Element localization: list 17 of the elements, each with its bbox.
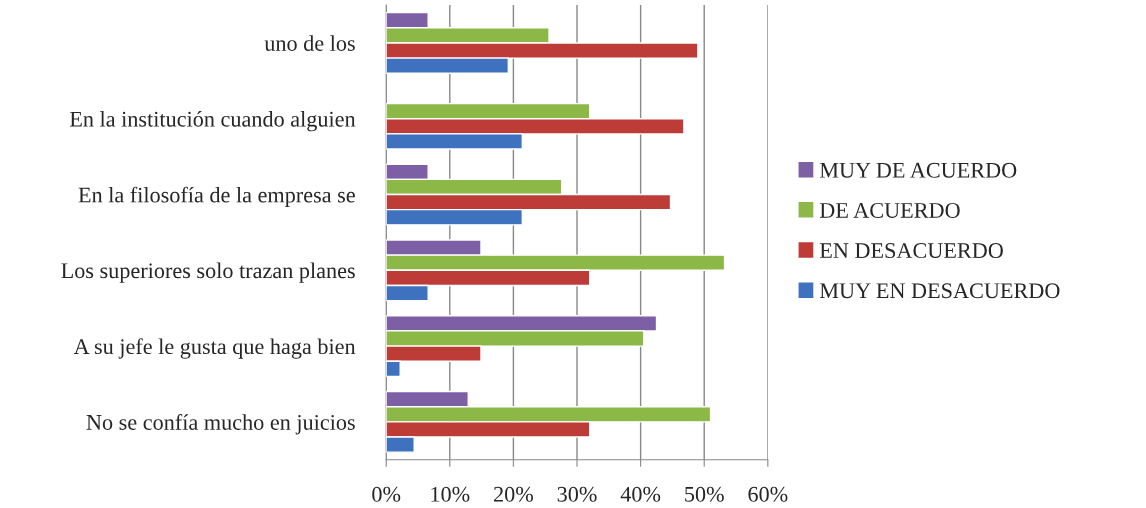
y-tick-label: En la filosofía de la empresa se [78,186,355,208]
x-tick-label: 10% [431,486,470,502]
y-tick-label: A su jefe le gusta que haga bien [73,338,356,359]
y-tick-label: uno de los [264,35,355,51]
y-tick-label: No se confía mucho en juicios [86,414,355,435]
legend-label: DE ACUERDO [819,202,960,218]
legend-label: EN DESACUERDO [819,243,1003,259]
legend-label: MUY DE ACUERDO [819,162,1017,178]
x-tick-label: 50% [685,486,724,502]
x-tick-label: 40% [620,486,661,502]
y-tick-label: En la institución cuando alguien [69,111,356,132]
x-tick-label: 60% [748,486,788,502]
x-tick-label: 0% [372,486,401,502]
legend-label: MUY EN DESACUERDO [819,283,1060,299]
x-tick-label: 30% [557,486,597,502]
y-tick-label: Los superiores solo trazan planes [61,262,355,283]
x-tick-label: 20% [494,486,534,502]
